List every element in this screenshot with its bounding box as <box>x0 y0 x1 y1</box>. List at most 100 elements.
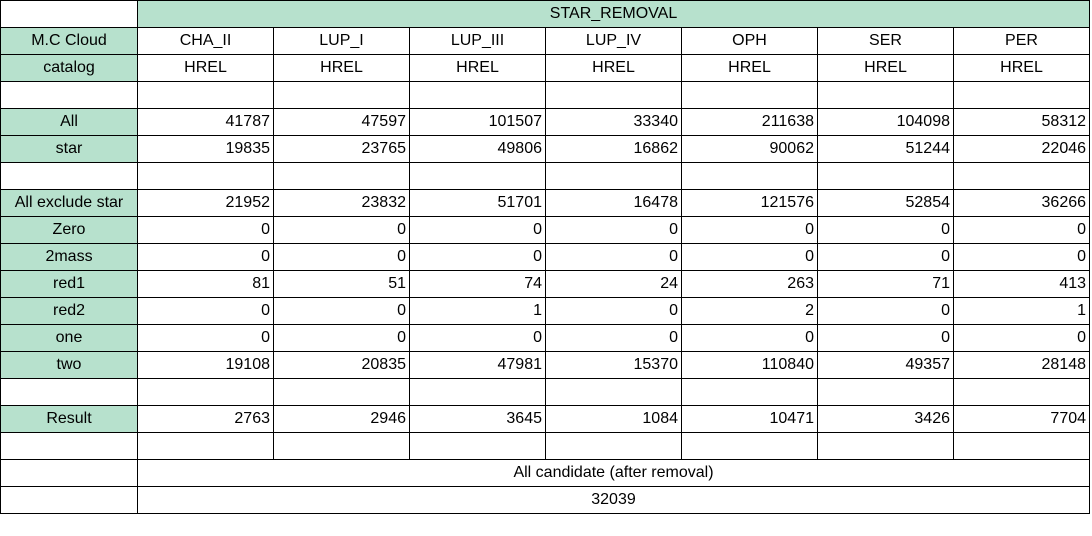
data-cell[interactable]: 0 <box>273 324 410 352</box>
data-cell[interactable]: 2763 <box>137 405 274 433</box>
empty-cell[interactable] <box>545 162 682 190</box>
empty-cell[interactable] <box>545 432 682 460</box>
row-label[interactable]: Zero <box>0 216 138 244</box>
data-cell[interactable]: 0 <box>681 324 818 352</box>
data-cell[interactable]: 0 <box>545 216 682 244</box>
data-cell[interactable]: HREL <box>137 54 274 82</box>
data-cell[interactable]: 0 <box>545 243 682 271</box>
row-label[interactable]: 2mass <box>0 243 138 271</box>
empty-cell[interactable] <box>0 162 138 190</box>
data-cell[interactable]: HREL <box>681 54 818 82</box>
data-cell[interactable]: HREL <box>952 54 1091 82</box>
data-cell[interactable]: 0 <box>273 297 410 325</box>
empty-cell[interactable] <box>0 432 138 460</box>
data-cell[interactable]: 0 <box>952 216 1091 244</box>
data-cell[interactable]: 2 <box>681 297 818 325</box>
table-title[interactable]: STAR_REMOVAL <box>136 0 1091 28</box>
data-cell[interactable]: 104098 <box>817 108 954 136</box>
data-cell[interactable]: LUP_III <box>409 27 546 55</box>
data-cell[interactable]: LUP_IV <box>545 27 682 55</box>
data-cell[interactable]: 0 <box>952 324 1091 352</box>
data-cell[interactable]: 0 <box>817 243 954 271</box>
data-cell[interactable]: 10471 <box>681 405 818 433</box>
data-cell[interactable]: 0 <box>273 243 410 271</box>
summary-label[interactable]: All candidate (after removal) <box>136 459 1091 487</box>
empty-cell[interactable] <box>952 81 1091 109</box>
data-cell[interactable]: 101507 <box>409 108 546 136</box>
empty-cell[interactable] <box>137 432 274 460</box>
row-label[interactable]: one <box>0 324 138 352</box>
data-cell[interactable]: 1 <box>952 297 1091 325</box>
data-cell[interactable]: 3645 <box>409 405 546 433</box>
data-cell[interactable]: 71 <box>817 270 954 298</box>
row-label[interactable]: Result <box>0 405 138 433</box>
data-cell[interactable]: 16862 <box>545 135 682 163</box>
data-cell[interactable]: 36266 <box>952 189 1091 217</box>
data-cell[interactable]: 0 <box>817 297 954 325</box>
empty-cell[interactable] <box>681 81 818 109</box>
row-label[interactable]: catalog <box>0 54 138 82</box>
data-cell[interactable]: 0 <box>137 297 274 325</box>
empty-cell[interactable] <box>273 432 410 460</box>
data-cell[interactable]: 0 <box>817 216 954 244</box>
empty-cell[interactable] <box>817 162 954 190</box>
data-cell[interactable]: 0 <box>137 243 274 271</box>
data-cell[interactable]: 47981 <box>409 351 546 379</box>
empty-cell[interactable] <box>545 378 682 406</box>
data-cell[interactable]: HREL <box>545 54 682 82</box>
data-cell[interactable]: OPH <box>681 27 818 55</box>
data-cell[interactable]: 211638 <box>681 108 818 136</box>
data-cell[interactable]: HREL <box>817 54 954 82</box>
row-label[interactable]: All exclude star <box>0 189 138 217</box>
data-cell[interactable]: PER <box>952 27 1091 55</box>
data-cell[interactable]: LUP_I <box>273 27 410 55</box>
empty-cell[interactable] <box>817 432 954 460</box>
empty-cell[interactable] <box>0 378 138 406</box>
empty-cell[interactable] <box>0 486 138 514</box>
data-cell[interactable]: 51244 <box>817 135 954 163</box>
data-cell[interactable]: 23765 <box>273 135 410 163</box>
row-label[interactable]: All <box>0 108 138 136</box>
data-cell[interactable]: CHA_II <box>137 27 274 55</box>
data-cell[interactable]: 263 <box>681 270 818 298</box>
data-cell[interactable]: 28148 <box>952 351 1091 379</box>
data-cell[interactable]: 110840 <box>681 351 818 379</box>
data-cell[interactable]: 49806 <box>409 135 546 163</box>
data-cell[interactable]: 23832 <box>273 189 410 217</box>
data-cell[interactable]: 52854 <box>817 189 954 217</box>
empty-cell[interactable] <box>817 81 954 109</box>
data-cell[interactable]: 24 <box>545 270 682 298</box>
data-cell[interactable]: 1 <box>409 297 546 325</box>
empty-cell[interactable] <box>273 162 410 190</box>
empty-cell[interactable] <box>137 162 274 190</box>
data-cell[interactable]: 0 <box>681 216 818 244</box>
empty-cell[interactable] <box>0 459 138 487</box>
data-cell[interactable]: 0 <box>409 243 546 271</box>
empty-cell[interactable] <box>409 81 546 109</box>
data-cell[interactable]: 0 <box>545 324 682 352</box>
empty-cell[interactable] <box>409 162 546 190</box>
empty-cell[interactable] <box>137 81 274 109</box>
row-label[interactable]: M.C Cloud <box>0 27 138 55</box>
data-cell[interactable]: 121576 <box>681 189 818 217</box>
data-cell[interactable]: 0 <box>137 324 274 352</box>
empty-cell[interactable] <box>273 378 410 406</box>
empty-cell[interactable] <box>545 81 682 109</box>
empty-cell[interactable] <box>409 432 546 460</box>
row-label[interactable]: star <box>0 135 138 163</box>
data-cell[interactable]: 1084 <box>545 405 682 433</box>
data-cell[interactable]: 0 <box>409 324 546 352</box>
row-label[interactable]: two <box>0 351 138 379</box>
data-cell[interactable]: 16478 <box>545 189 682 217</box>
data-cell[interactable]: 15370 <box>545 351 682 379</box>
data-cell[interactable]: 0 <box>952 243 1091 271</box>
data-cell[interactable]: 41787 <box>137 108 274 136</box>
empty-cell[interactable] <box>137 378 274 406</box>
data-cell[interactable]: 47597 <box>273 108 410 136</box>
data-cell[interactable]: 0 <box>817 324 954 352</box>
data-cell[interactable]: 2946 <box>273 405 410 433</box>
data-cell[interactable]: HREL <box>409 54 546 82</box>
data-cell[interactable]: 81 <box>137 270 274 298</box>
empty-cell[interactable] <box>952 378 1091 406</box>
empty-cell[interactable] <box>409 378 546 406</box>
